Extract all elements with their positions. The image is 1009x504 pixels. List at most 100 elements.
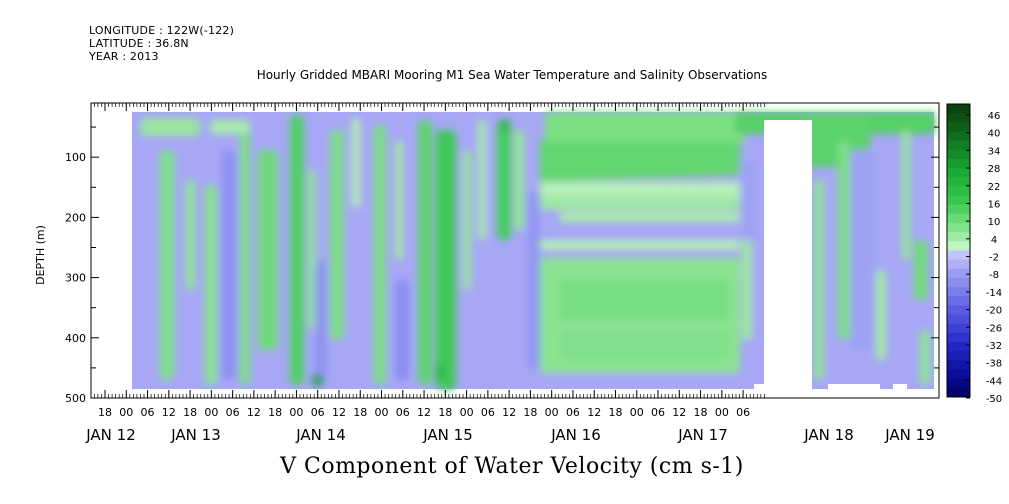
x-hour-label: 12 <box>417 406 431 419</box>
x-hour-label: 12 <box>332 406 346 419</box>
x-hour-label: 00 <box>715 406 729 419</box>
colorbar-label: -8 <box>989 270 999 281</box>
plot-border <box>90 102 940 399</box>
colorbar-band <box>947 186 970 197</box>
x-hour-label: 06 <box>566 406 580 419</box>
colorbar-band <box>947 259 970 270</box>
colorbar-band <box>947 232 970 242</box>
x-hour-label: 18 <box>183 406 197 419</box>
colorbar-band <box>947 241 970 251</box>
colorbar-band <box>947 378 970 389</box>
colorbar-label: 40 <box>988 129 1001 140</box>
x-hour-label: 12 <box>247 406 261 419</box>
y-tick-label: 300 <box>65 272 86 285</box>
colorbar-border <box>946 103 971 398</box>
longitude-label: LONGITUDE : 122W(-122) <box>89 24 235 37</box>
colorbar-label: -32 <box>986 341 1002 352</box>
x-day-label: JAN 18 <box>803 426 854 444</box>
x-day-label: JAN 17 <box>677 426 728 444</box>
colorbar-band <box>947 342 970 352</box>
x-hour-label: 00 <box>545 406 559 419</box>
x-hour-label: 06 <box>311 406 325 419</box>
colorbar-band <box>947 223 970 233</box>
x-hour-label: 18 <box>523 406 537 419</box>
x-hour-label: 18 <box>608 406 622 419</box>
x-hour-label: 06 <box>651 406 665 419</box>
colorbar-label: 34 <box>988 146 1001 157</box>
x-hour-label: 18 <box>438 406 452 419</box>
colorbar-band <box>947 140 970 151</box>
colorbar-label: 28 <box>988 164 1001 175</box>
x-hour-label: 00 <box>460 406 474 419</box>
colorbar-band <box>947 277 970 288</box>
year-label: YEAR : 2013 <box>89 50 159 63</box>
colorbar-band <box>947 122 970 132</box>
colorbar-label: -14 <box>986 288 1002 299</box>
colorbar-band <box>947 195 970 206</box>
colorbar-band <box>947 177 970 187</box>
colorbar-band <box>947 387 970 398</box>
velocity-patches <box>140 112 935 390</box>
y-tick-label: 500 <box>65 392 86 405</box>
variable-name: V Component of Water Velocity (cm s-1) <box>280 454 744 479</box>
colorbar-band <box>947 213 970 224</box>
x-hour-label: 00 <box>375 406 389 419</box>
x-hour-label: 12 <box>587 406 601 419</box>
x-day-label: JAN 13 <box>170 426 221 444</box>
colorbar-band <box>947 360 970 371</box>
colorbar-band <box>947 268 970 279</box>
y-axis: 100 200 300 400 500 <box>65 126 939 405</box>
colorbar-band <box>947 149 970 160</box>
x-hour-label: 00 <box>119 406 133 419</box>
x-axis: 18 00 06 12 18 00 06 12 18 00 06 12 18 00 06 12 18 00 06 12… <box>85 103 935 444</box>
heatmap-field <box>132 112 935 396</box>
colorbar-band <box>947 296 970 306</box>
x-hour-label: 18 <box>353 406 367 419</box>
x-day-label: JAN 12 <box>85 426 136 444</box>
colorbar-band <box>947 369 970 380</box>
x-day-label: JAN 15 <box>422 426 473 444</box>
x-hour-label: 12 <box>162 406 176 419</box>
colorbar-band <box>947 113 970 123</box>
x-hour-label: 18 <box>98 406 112 419</box>
y-axis-label: DEPTH (m) <box>34 225 47 285</box>
data-gap-jan17-18 <box>764 120 812 395</box>
colorbar-band <box>947 204 970 215</box>
x-day-label: JAN 19 <box>884 426 935 444</box>
x-hour-label: 12 <box>502 406 516 419</box>
colorbar-label: -50 <box>986 394 1002 405</box>
colorbar-label: -26 <box>986 323 1002 334</box>
x-hour-label: 00 <box>204 406 218 419</box>
x-hour-label: 06 <box>141 406 155 419</box>
x-day-label: JAN 14 <box>295 426 346 444</box>
x-hour-label: 06 <box>736 406 750 419</box>
colorbar-band <box>947 305 970 316</box>
y-tick-label: 400 <box>65 332 86 345</box>
colorbar-label: 10 <box>988 217 1001 228</box>
x-hour-label: 18 <box>268 406 282 419</box>
colorbar-band <box>947 314 970 325</box>
chart-title: Hourly Gridded MBARI Mooring M1 Sea Wate… <box>256 68 768 82</box>
colorbar-label: 22 <box>988 182 1001 193</box>
x-hour-label: 06 <box>396 406 410 419</box>
colorbar: 46 40 34 28 22 16 10 4 -2 -8 -14 -20 -26 -32 -38 -44 -50 <box>946 103 1002 405</box>
colorbar-label: -20 <box>986 306 1002 317</box>
colorbar-label: 4 <box>991 235 997 246</box>
x-hour-label: 18 <box>694 406 708 419</box>
colorbar-label: -2 <box>989 253 999 264</box>
y-tick-label: 100 <box>65 151 86 164</box>
colorbar-label: -44 <box>986 376 1002 387</box>
x-hour-label: 06 <box>226 406 240 419</box>
x-hour-label: 00 <box>630 406 644 419</box>
colorbar-label: -38 <box>986 359 1002 370</box>
colorbar-band <box>947 250 970 261</box>
x-hour-label: 06 <box>481 406 495 419</box>
colorbar-band <box>947 323 970 334</box>
colorbar-label: 46 <box>988 111 1001 122</box>
colorbar-band <box>947 287 970 297</box>
colorbar-band <box>947 104 970 114</box>
colorbar-label: 16 <box>988 199 1001 210</box>
colorbar-band <box>947 351 970 361</box>
latitude-label: LATITUDE : 36.8N <box>89 37 189 50</box>
